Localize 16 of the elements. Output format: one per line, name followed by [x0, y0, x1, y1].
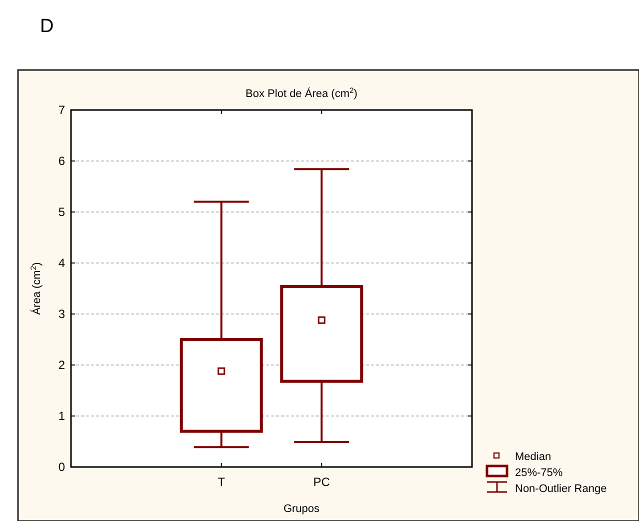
y-tick-label: 1 [58, 409, 66, 423]
text: 25%-75% [515, 467, 563, 479]
y-tick-label: 2 [58, 358, 66, 372]
y-tick-label: 7 [58, 103, 66, 117]
text: Non-Outlier Range [515, 483, 607, 495]
x-tick-label: PC [313, 475, 330, 489]
text: Median [515, 451, 552, 463]
y-tick-label: 4 [58, 256, 66, 270]
y-tick-label: 3 [58, 307, 66, 321]
x-axis-title: Grupos [283, 503, 320, 515]
chart-title: Box Plot de Área (cm$^{2}$) [246, 86, 358, 100]
y-tick-label: 5 [58, 205, 66, 219]
y-tick-label: 6 [58, 154, 66, 168]
text: D [40, 16, 54, 37]
x-tick-label: T [218, 475, 226, 489]
y-tick-label: 0 [58, 460, 66, 474]
